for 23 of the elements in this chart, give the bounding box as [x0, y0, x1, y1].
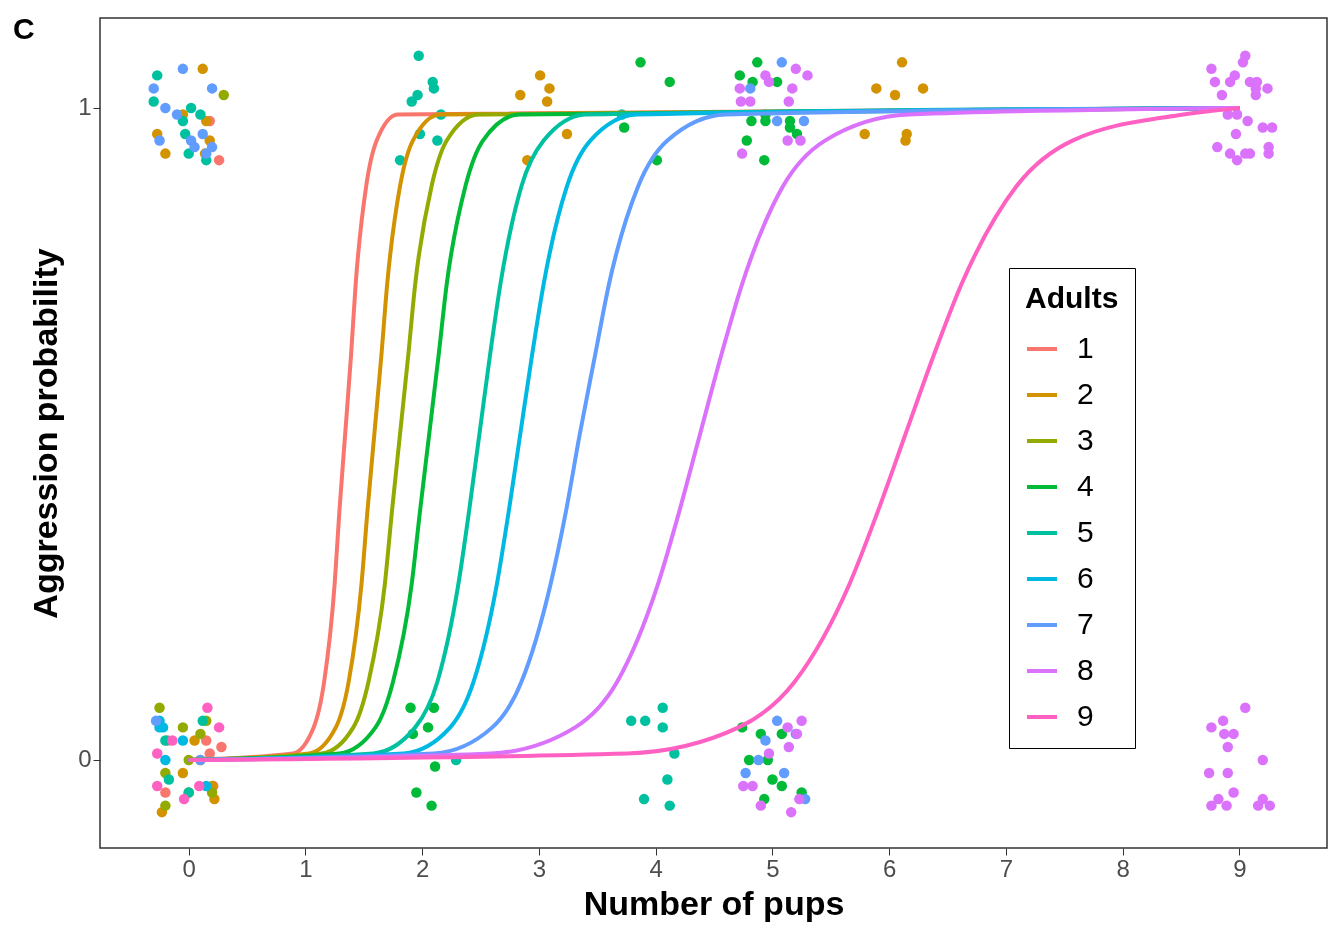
legend-label: 1 [1077, 331, 1094, 364]
x-tick-label: 5 [766, 854, 780, 882]
x-tick-label: 6 [883, 854, 897, 882]
legend-label: 5 [1077, 515, 1094, 548]
legend-label: 4 [1077, 469, 1094, 502]
x-tick-label: 4 [649, 854, 663, 882]
legend-label: 7 [1077, 607, 1094, 640]
x-tick-label: 0 [182, 854, 196, 882]
legend-label: 9 [1077, 699, 1094, 732]
legend-label: 2 [1077, 377, 1094, 410]
x-tick-label: 3 [532, 854, 547, 882]
x-tick-label: 7 [999, 854, 1014, 882]
x-tick-label: 8 [1116, 854, 1130, 882]
x-tick-label: 1 [299, 854, 313, 882]
legend-label: 8 [1077, 653, 1094, 686]
y-axis-title: Aggression probability [26, 248, 65, 619]
x-tick-label: 2 [416, 854, 430, 882]
legend-label: 6 [1077, 561, 1094, 594]
legend-label: 3 [1077, 423, 1094, 456]
chart-title: C [13, 12, 35, 45]
legend-title: Adults [1025, 281, 1119, 314]
x-tick-label: 9 [1233, 854, 1247, 882]
x-axis-title: Number of pups [583, 883, 845, 922]
